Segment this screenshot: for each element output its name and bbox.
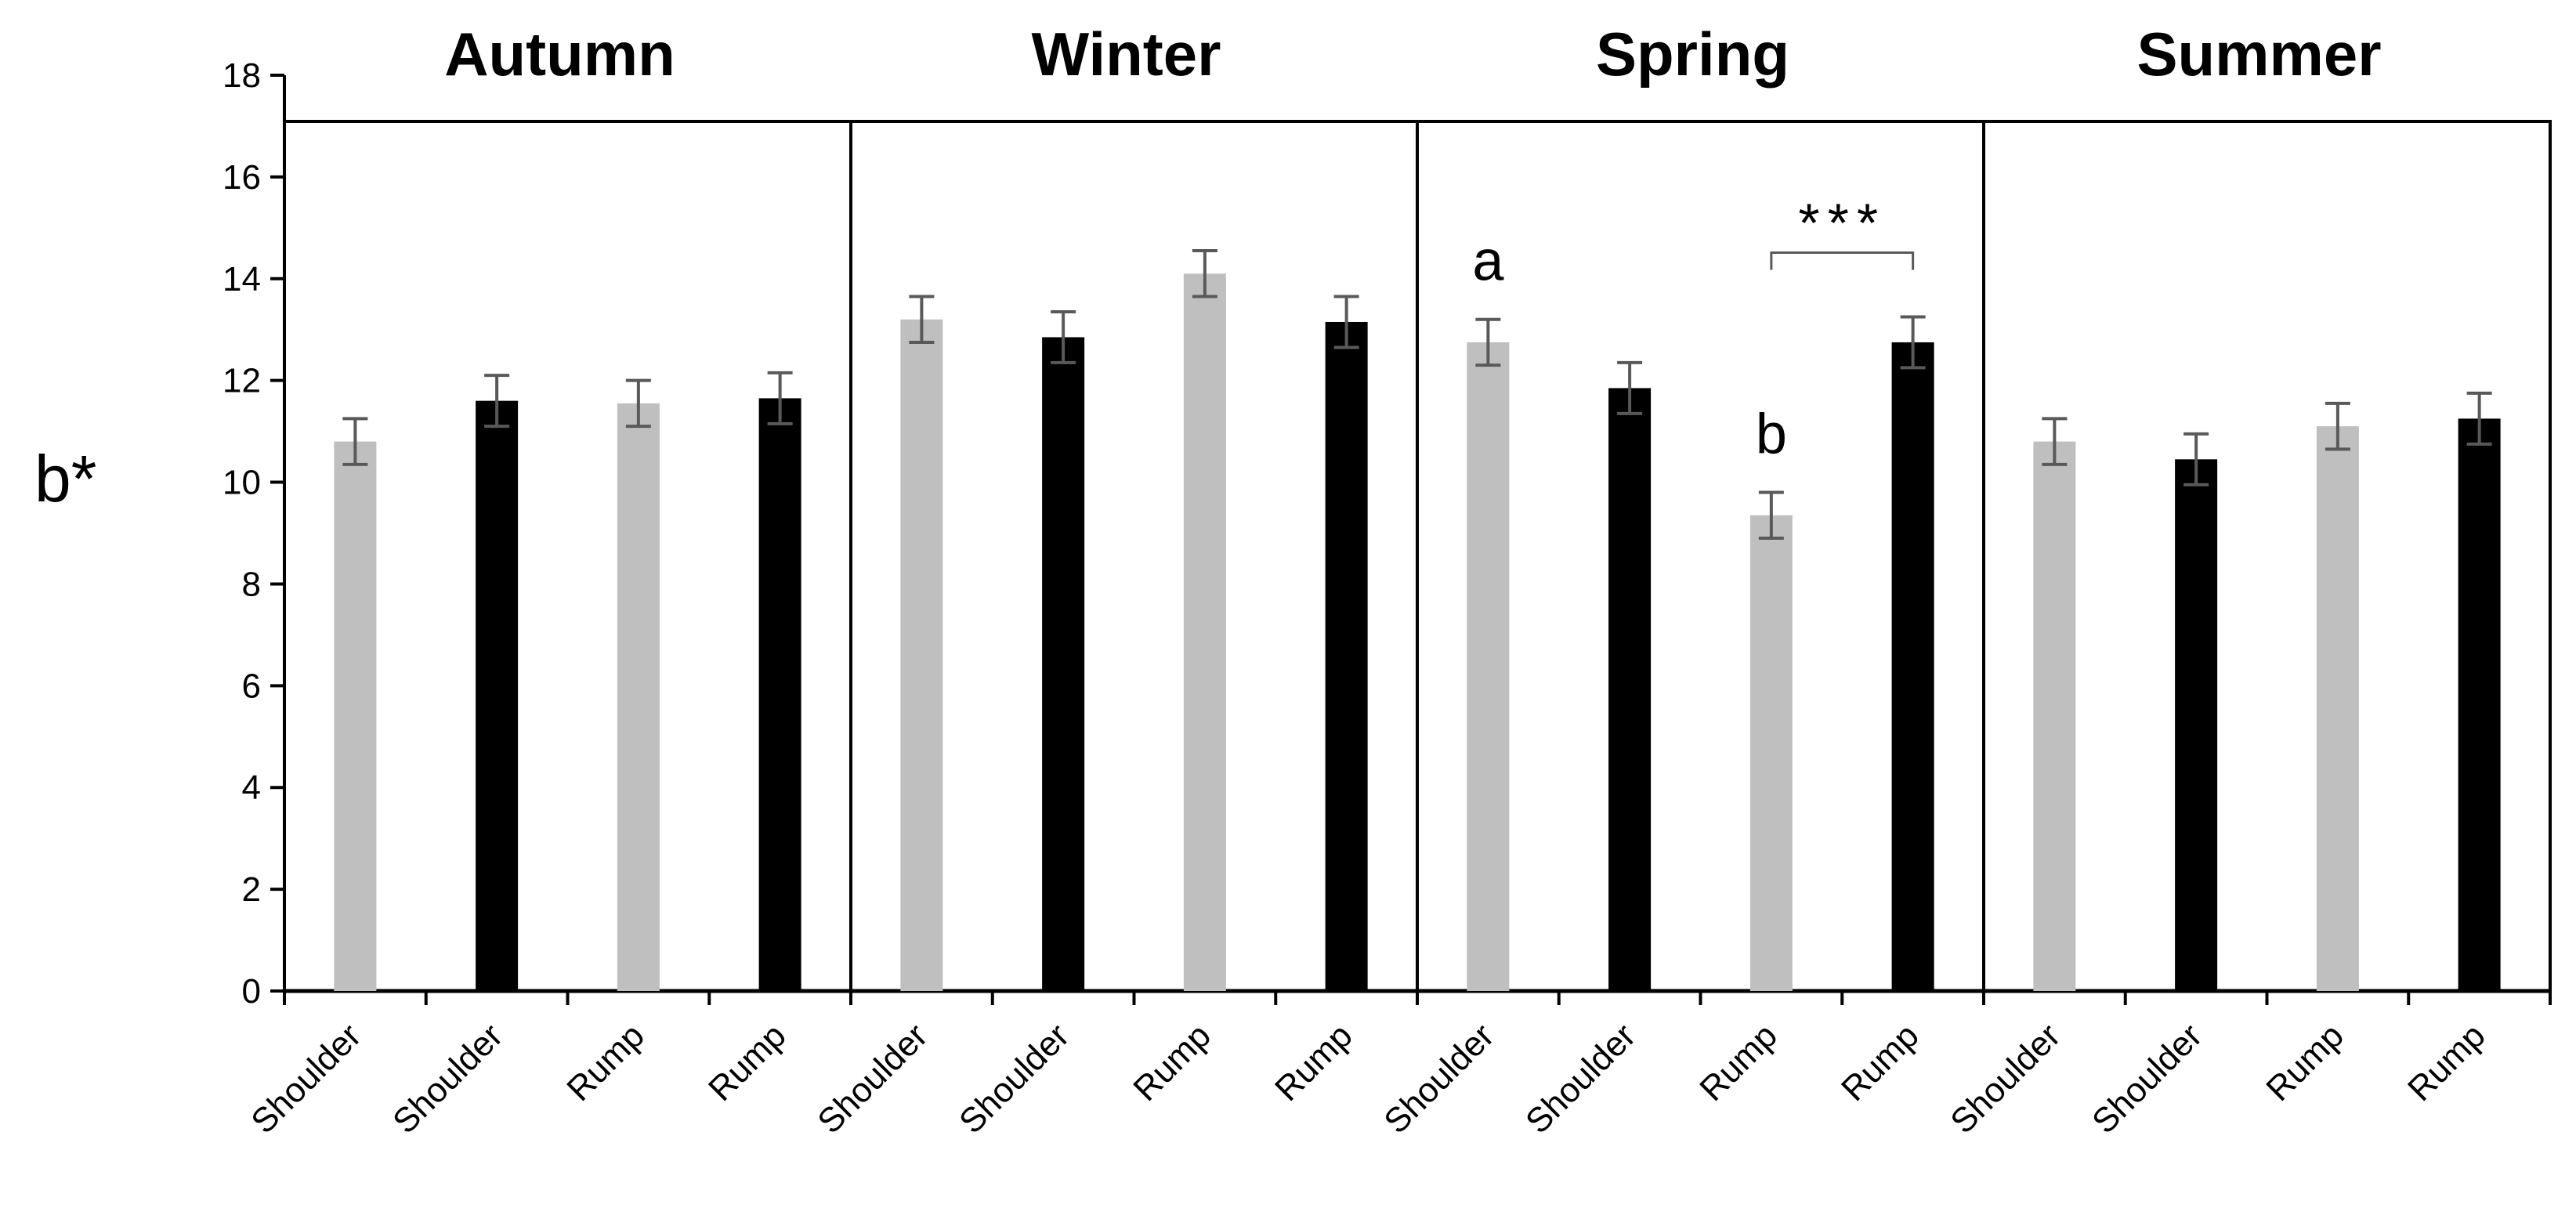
bar-winter-shoulder: [900, 319, 943, 991]
x-tick-label: Shoulder: [385, 1016, 510, 1141]
season-title: Winter: [1032, 20, 1221, 89]
season-title: Spring: [1596, 20, 1789, 89]
x-tick-label: Rump: [559, 1016, 652, 1109]
x-tick-label: Rump: [1268, 1016, 1360, 1109]
x-tick-label: Shoulder: [2085, 1016, 2209, 1141]
bar-summer-rump: [2458, 418, 2501, 991]
bar-spring-shoulder: [1467, 342, 1510, 991]
bar-winter-rump: [1325, 321, 1368, 991]
x-tick-label: Rump: [2259, 1016, 2351, 1109]
season-title: Autumn: [444, 20, 675, 89]
y-tick-label: 14: [223, 260, 261, 298]
y-tick-label: 4: [242, 769, 261, 807]
bar-spring-rump: [1749, 515, 1793, 991]
significance-letter: b: [1756, 403, 1787, 466]
bar-spring-shoulder: [1608, 388, 1652, 991]
significance-letter: a: [1472, 230, 1504, 293]
y-axis-label: b*: [34, 442, 96, 515]
bar-winter-shoulder: [1042, 337, 1085, 992]
bar-winter-rump: [1183, 273, 1226, 991]
y-tick-label: 8: [242, 565, 261, 603]
y-tick-label: 6: [242, 667, 261, 705]
y-tick-label: 10: [223, 464, 261, 502]
bar-autumn-rump: [617, 403, 660, 991]
x-axis: Shoulder Shoulder Rump Rump Shoulder Shoulder…: [244, 989, 2552, 1141]
x-tick-label: Shoulder: [1518, 1016, 1643, 1141]
y-tick-label: 2: [242, 870, 261, 909]
x-tick-label: Shoulder: [1943, 1016, 2068, 1141]
y-tick-label: 16: [223, 158, 261, 197]
x-tick-label: Rump: [1126, 1016, 1218, 1109]
y-tick-label: 12: [223, 362, 261, 400]
bar-summer-rump: [2316, 426, 2359, 991]
x-tick-label: Rump: [701, 1016, 794, 1109]
y-tick-label: 0: [242, 972, 261, 1011]
error-bars: [342, 249, 2492, 540]
bar-autumn-rump: [758, 398, 801, 991]
x-tick-label: Rump: [2401, 1016, 2493, 1109]
x-tick-label: Shoulder: [810, 1016, 935, 1141]
bar-autumn-shoulder: [476, 400, 519, 992]
x-tick-label: Shoulder: [1377, 1016, 1501, 1141]
significance-bracket: [1770, 251, 1915, 270]
significance-stars: ***: [1798, 192, 1886, 253]
bar-autumn-shoulder: [334, 441, 377, 991]
x-tick-label: Shoulder: [952, 1016, 1076, 1141]
x-tick-label: Shoulder: [244, 1016, 368, 1141]
x-tick-label: Rump: [1834, 1016, 1927, 1109]
y-axis: 0 2 4 6 8 10 12 14 16 18: [223, 56, 286, 1011]
y-tick-label: 18: [223, 56, 261, 95]
text-labels: Autumn Winter Spring a b *** Summer: [444, 20, 2381, 466]
bar-spring-rump: [1891, 342, 1934, 991]
season-title: Summer: [2136, 20, 2381, 89]
x-tick-label: Rump: [1692, 1016, 1785, 1109]
bar-summer-shoulder: [2175, 459, 2218, 991]
bar-summer-shoulder: [2033, 441, 2076, 991]
bars: [334, 273, 2501, 992]
